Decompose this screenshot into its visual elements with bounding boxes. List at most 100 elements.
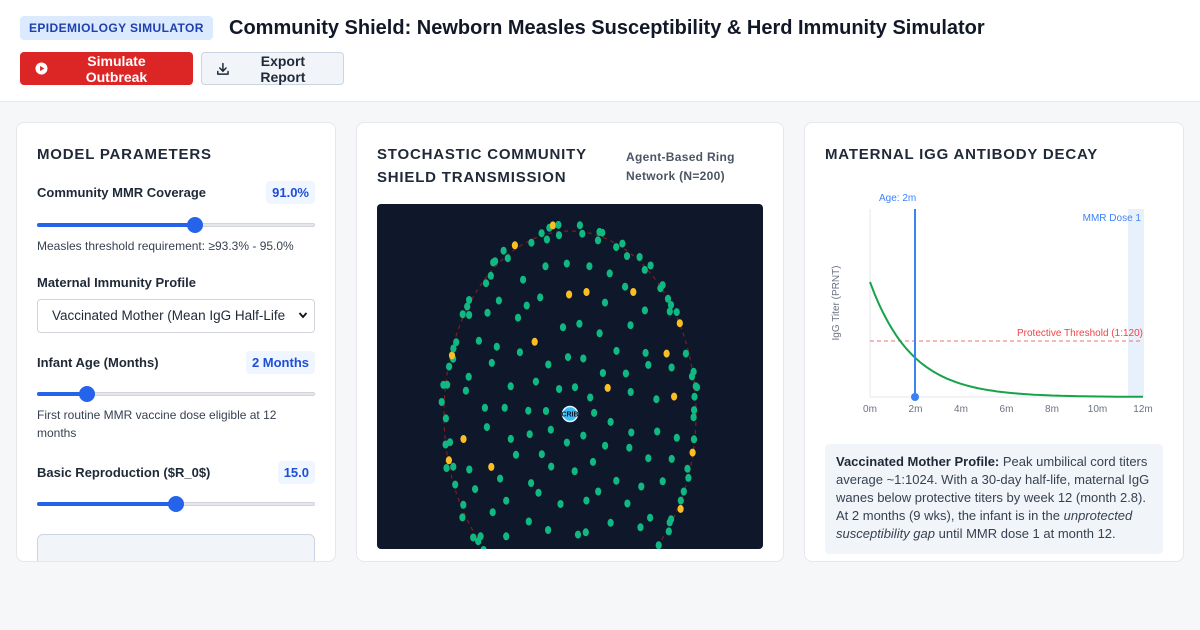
agent-node bbox=[576, 319, 583, 328]
agent-node bbox=[589, 457, 597, 466]
agent-node bbox=[665, 527, 672, 536]
agent-node bbox=[452, 480, 459, 489]
agent-node bbox=[507, 434, 514, 443]
agent-node bbox=[516, 348, 523, 357]
panel-title: STOCHASTIC COMMUNITY SHIELD TRANSMISSION bbox=[377, 146, 587, 186]
agent-node bbox=[627, 388, 634, 396]
simulate-outbreak-button[interactable]: Simulate Outbreak bbox=[20, 52, 193, 85]
r0-row: Basic Reproduction ($R_0$) 15.0 bbox=[37, 461, 315, 484]
agent-node bbox=[548, 462, 555, 471]
agent-node bbox=[659, 477, 666, 486]
agent-node bbox=[666, 307, 673, 316]
maternal-profile-select[interactable]: Vaccinated Mother (Mean IgG Half-Life bbox=[37, 299, 315, 333]
agent-node bbox=[689, 448, 696, 457]
agent-node bbox=[466, 311, 473, 319]
agent-node bbox=[507, 382, 514, 391]
agent-node bbox=[642, 348, 649, 357]
agent-node bbox=[511, 241, 518, 250]
agent-node bbox=[583, 496, 590, 505]
agent-node bbox=[571, 383, 579, 392]
agent-node bbox=[691, 406, 698, 415]
slider-thumb[interactable] bbox=[168, 496, 184, 512]
agent-node bbox=[514, 313, 522, 322]
agent-node bbox=[641, 306, 648, 315]
agent-node bbox=[591, 408, 598, 417]
maternal-profile-label: Maternal Immunity Profile bbox=[37, 275, 196, 290]
agent-node bbox=[690, 435, 698, 444]
slider-thumb[interactable] bbox=[187, 217, 204, 233]
agent-node bbox=[647, 261, 654, 270]
agent-node bbox=[542, 262, 549, 271]
agent-node bbox=[448, 351, 456, 360]
infant-age-value: 2 Months bbox=[245, 351, 315, 374]
panel-title: MODEL PARAMETERS bbox=[37, 146, 212, 163]
panel-title: MATERNAL IGG ANTIBODY DECAY bbox=[825, 146, 1099, 163]
agent-node bbox=[489, 508, 496, 517]
agent-node bbox=[480, 546, 487, 549]
agent-node bbox=[663, 349, 670, 358]
infant-age-label: Infant Age (Months) bbox=[37, 355, 159, 370]
agent-node bbox=[636, 253, 643, 261]
slider-thumb[interactable] bbox=[79, 386, 96, 402]
agent-node bbox=[596, 329, 603, 338]
info-emphasis: unprotected susceptibility gap bbox=[836, 508, 1133, 541]
agent-node bbox=[503, 532, 510, 541]
x-tick-label: 12m bbox=[1133, 404, 1152, 415]
agent-node bbox=[442, 414, 449, 423]
agent-node bbox=[466, 465, 473, 474]
agent-node bbox=[668, 454, 675, 463]
crib-node[interactable] bbox=[561, 405, 579, 423]
maternal-profile-value: Vaccinated Mother (Mean IgG Half-Life bbox=[52, 308, 286, 323]
coverage-slider[interactable] bbox=[37, 216, 315, 234]
agent-node bbox=[582, 528, 589, 537]
y-axis-label: IgG Titer (PRNT) bbox=[831, 265, 842, 340]
agent-node bbox=[580, 431, 587, 440]
network-canvas[interactable]: CRIB bbox=[377, 204, 763, 549]
info-text-end: until MMR dose 1 at month 12. bbox=[935, 526, 1116, 541]
app-header: EPIDEMIOLOGY SIMULATOR Community Shield:… bbox=[0, 0, 1200, 102]
chevron-down-icon bbox=[298, 300, 308, 332]
agent-node bbox=[680, 487, 687, 496]
agent-node bbox=[638, 482, 645, 491]
next-control[interactable] bbox=[37, 534, 315, 561]
agent-node bbox=[676, 319, 683, 328]
info-text: Peak umbilical cord titers average ~1:10… bbox=[836, 454, 1150, 523]
age-marker-dot bbox=[911, 393, 919, 401]
export-report-button[interactable]: Export Report bbox=[201, 52, 344, 85]
agent-node bbox=[443, 464, 450, 472]
r0-label: Basic Reproduction ($R_0$) bbox=[37, 465, 211, 480]
infant-age-slider[interactable] bbox=[37, 385, 315, 403]
r0-slider[interactable] bbox=[37, 495, 315, 513]
agent-node bbox=[645, 360, 652, 369]
agent-node bbox=[483, 423, 490, 432]
agent-node bbox=[545, 526, 552, 534]
agent-node bbox=[537, 293, 544, 302]
agent-node bbox=[525, 406, 532, 415]
agent-node bbox=[622, 369, 629, 378]
agent-node bbox=[535, 488, 542, 497]
agent-node bbox=[493, 342, 500, 351]
model-parameters-panel: MODEL PARAMETERS Community MMR Coverage … bbox=[16, 122, 336, 562]
agent-node bbox=[484, 308, 491, 317]
agent-node bbox=[542, 407, 550, 415]
agent-node bbox=[668, 363, 675, 372]
agent-node bbox=[472, 485, 479, 494]
ring-network: CRIB bbox=[438, 220, 701, 549]
agent-node bbox=[684, 464, 691, 473]
agent-node bbox=[470, 533, 477, 542]
agent-node bbox=[442, 440, 449, 449]
coverage-label: Community MMR Coverage bbox=[37, 185, 207, 200]
agent-node bbox=[503, 496, 510, 505]
crib-label: CRIB bbox=[561, 412, 578, 419]
agent-node bbox=[538, 450, 545, 459]
agent-node bbox=[497, 474, 504, 483]
antibody-decay-panel: MATERNAL IGG ANTIBODY DECAY MMR Dose 1 P… bbox=[804, 122, 1184, 562]
agent-node bbox=[604, 383, 611, 392]
agent-node bbox=[438, 398, 445, 406]
agent-node bbox=[466, 296, 473, 304]
agent-node bbox=[627, 321, 634, 330]
decay-chart: MMR Dose 1 Protective Threshold (1:120) … bbox=[831, 193, 1153, 415]
agent-node bbox=[607, 417, 614, 426]
agent-node bbox=[599, 369, 606, 377]
agent-node bbox=[655, 541, 662, 549]
